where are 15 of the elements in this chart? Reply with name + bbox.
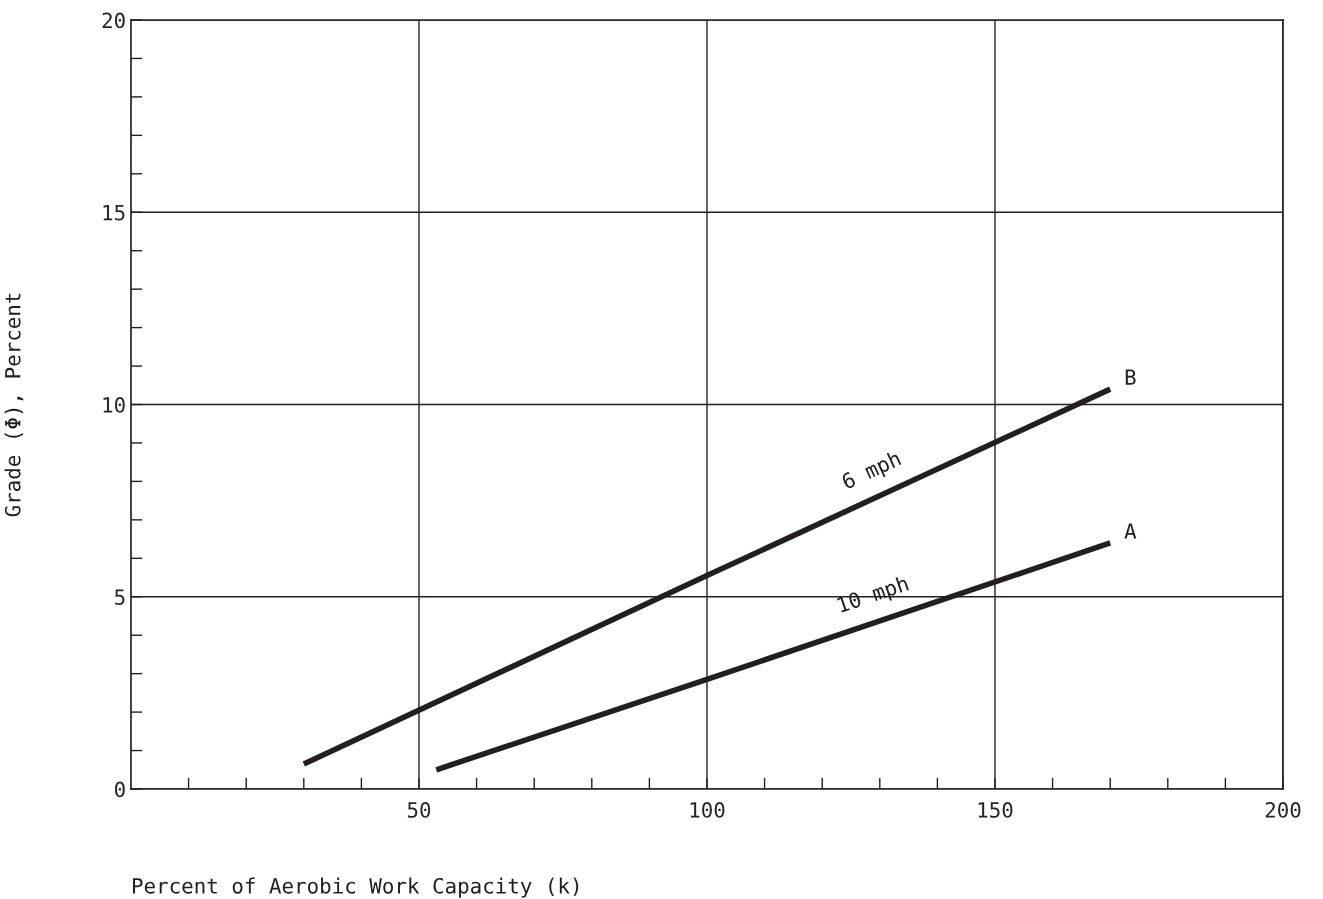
y-tick-label: 5 bbox=[115, 589, 125, 606]
x-tick-label: 100 bbox=[690, 802, 725, 818]
annotation: B bbox=[1125, 369, 1136, 385]
y-tick-label: 20 bbox=[102, 12, 125, 29]
annotation: A bbox=[1124, 523, 1137, 539]
x-axis-title: Percent of Aerobic Work Capacity (k) bbox=[133, 877, 579, 898]
y-tick-label: 10 bbox=[103, 397, 125, 413]
x-tick-label: 150 bbox=[978, 802, 1013, 818]
y-axis-title: Grade (Φ), Percent bbox=[4, 293, 24, 517]
x-tick-label: 200 bbox=[1265, 802, 1301, 818]
y-tick-label: 0 bbox=[114, 781, 125, 798]
y-tick-label: 15 bbox=[103, 205, 125, 221]
text: 6 mph bbox=[840, 449, 904, 494]
x-tick-label: 50 bbox=[407, 802, 431, 818]
text: 10 mph bbox=[836, 574, 911, 617]
